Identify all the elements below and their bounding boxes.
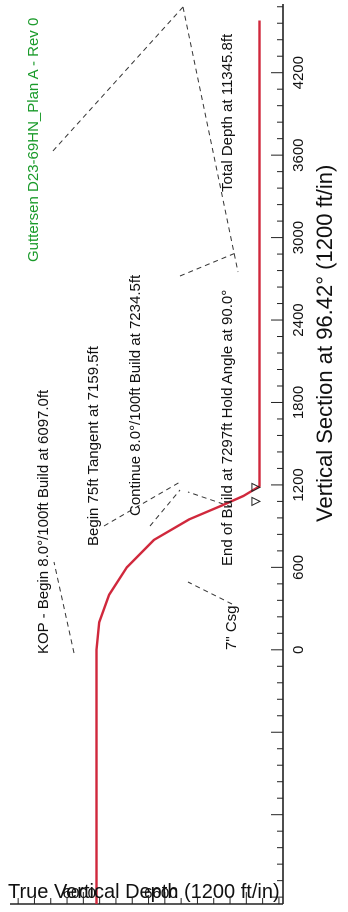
casing-marker <box>251 496 262 507</box>
annotation-labels: KOP - Begin 8.0°/100ft Build at 6097.0ft… <box>35 33 240 654</box>
x-tick-label: 600 <box>290 555 307 580</box>
x-tick-label: 1200 <box>290 468 307 501</box>
annotation-leader <box>187 491 233 508</box>
x-tick-label: 4200 <box>290 56 307 89</box>
x-tick-label: 3600 <box>290 138 307 171</box>
annotation-label: Total Depth at 11345.8ft <box>219 33 236 192</box>
x-axis-label: Vertical Section at 96.42° (1200 ft/in) <box>312 165 337 522</box>
x-tick-label: 2400 <box>290 303 307 336</box>
well-path <box>95 20 262 904</box>
annotation-label: Begin 75ft Tangent at 7159.5ft <box>85 345 102 546</box>
y-tick-label: 6600 <box>144 885 177 902</box>
chart-text: Guttersen D23-69HN_Plan A - Rev 0 Vertic… <box>8 18 337 903</box>
annotation-leader <box>51 6 184 153</box>
annotation-leader <box>149 489 181 527</box>
well-path-line <box>95 20 261 904</box>
annotation-label: End of Build at 7297ft Hold Angle at 90.… <box>219 290 236 566</box>
x-tick-label: 3000 <box>290 221 307 254</box>
annotation-leader <box>187 581 233 605</box>
y-tick-label: 6000 <box>63 885 96 902</box>
annotation-leader <box>53 561 75 654</box>
casing-marker <box>251 482 262 493</box>
y-axis-label: True Vertical Depth (1200 ft/in) <box>8 881 280 903</box>
annotation-label: KOP - Begin 8.0°/100ft Build at 6097.0ft <box>35 389 52 654</box>
annotation-label: Continue 8.0°/100ft Build at 7234.5ft <box>127 274 144 516</box>
annotation-leader <box>179 251 239 277</box>
annotation-leader <box>103 481 181 527</box>
annotation-leader <box>182 6 239 273</box>
axis-ticks: 0 600 1200 1800 2400 3000 3600 4200 6000 6600 <box>10 4 307 905</box>
x-tick-label: 1800 <box>290 386 307 419</box>
annotation-leaders <box>51 6 239 654</box>
chart-title: Guttersen D23-69HN_Plan A - Rev 0 <box>25 18 42 262</box>
x-tick-label: 0 <box>290 646 307 654</box>
annotation-label: 7" Csg <box>223 605 240 650</box>
